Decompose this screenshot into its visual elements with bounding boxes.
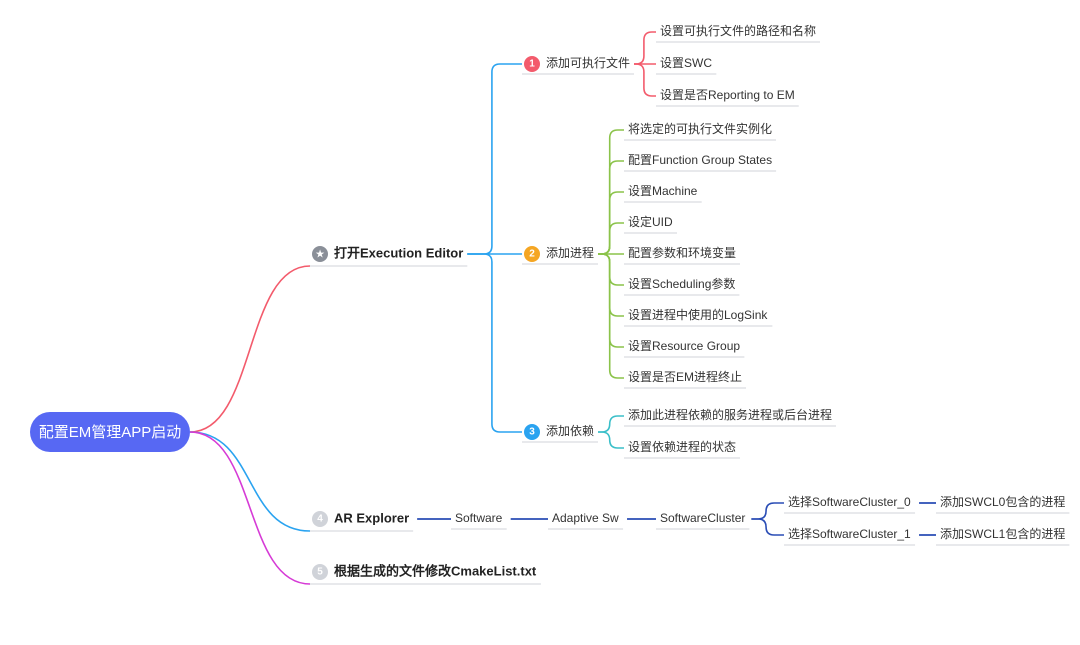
step-badge-text-1: 1 [529, 59, 535, 70]
exec-child-label-3: 添加依赖 [546, 423, 594, 438]
ar-chain-0: Software [455, 511, 503, 525]
leaf-label: 设置进程中使用的LogSink [628, 307, 768, 322]
ar-chain-2: SoftwareCluster [660, 511, 745, 525]
level1-label-exec: 打开Execution Editor [334, 245, 463, 260]
exec-child-label-1: 添加可执行文件 [546, 55, 630, 70]
num-badge-text-4: 4 [317, 514, 323, 525]
leaf-label: 将选定的可执行文件实例化 [628, 121, 772, 136]
level1-label-cmk: 根据生成的文件修改CmakeList.txt [334, 563, 537, 578]
leaf-label: 设置SWC [660, 56, 712, 70]
root-label: 配置EM管理APP启动 [39, 424, 182, 441]
leaf-label: 配置Function Group States [628, 153, 772, 167]
leaf-label: 设置Machine [628, 184, 698, 198]
level1-label-ar: AR Explorer [334, 510, 409, 525]
mindmap-canvas: 配置EM管理APP启动 ★ 打开Execution Editor 4 AR Explor… [0, 0, 1080, 645]
ar-chain-1: Adaptive Sw [552, 511, 619, 525]
leaf-label: 设置依赖进程的状态 [628, 439, 736, 454]
leaf-label: 设置是否Reporting to EM [660, 88, 795, 102]
leaf-label: 设置可执行文件的路径和名称 [660, 23, 816, 38]
leaf-label: 添加此进程依赖的服务进程或后台进程 [628, 407, 832, 422]
leaf-label: 配置参数和环境变量 [628, 245, 736, 260]
ar-branch-1: 选择SoftwareCluster_1 [788, 527, 911, 541]
step-badge-text-2: 2 [529, 249, 535, 260]
leaf-label: 设置Resource Group [628, 339, 740, 353]
step-badge-text-3: 3 [529, 427, 535, 438]
ar-branch-next-0: 添加SWCL0包含的进程 [940, 494, 1065, 509]
star-glyph-icon: ★ [315, 249, 325, 261]
leaf-label: 设置是否EM进程终止 [628, 369, 742, 384]
leaf-label: 设置Scheduling参数 [628, 276, 735, 291]
ar-branch-0: 选择SoftwareCluster_0 [788, 495, 911, 509]
leaf-label: 设定UID [628, 214, 673, 229]
ar-branch-next-1: 添加SWCL1包含的进程 [940, 526, 1065, 541]
num-badge-text-5: 5 [317, 567, 323, 578]
exec-child-label-2: 添加进程 [546, 245, 594, 260]
